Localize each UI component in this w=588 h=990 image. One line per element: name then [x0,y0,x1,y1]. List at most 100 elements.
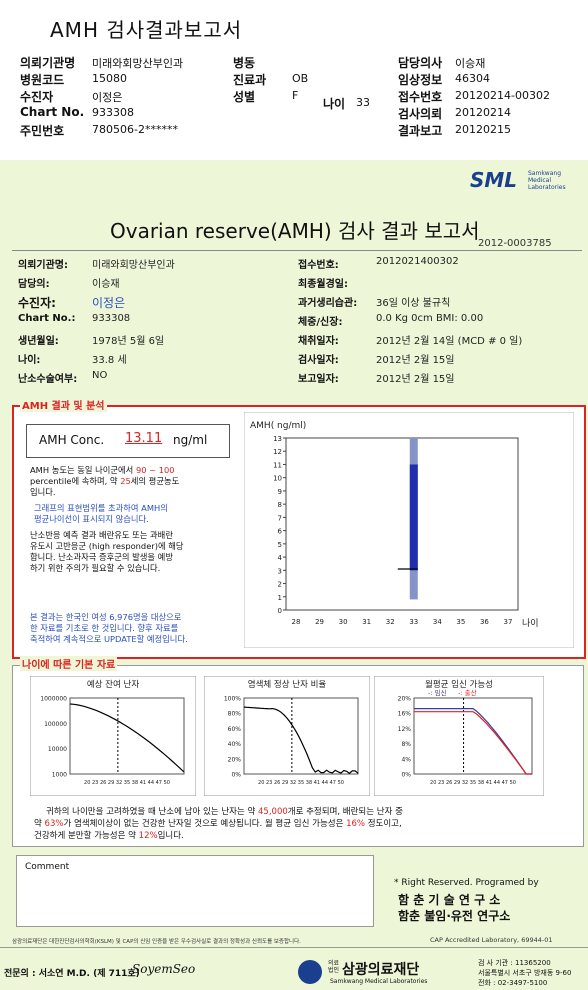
lab-address: 서울특별시 서초구 방재동 9-60 [478,969,572,977]
amh-text-range: 그래프의 표현범위를 초과하여 AMH의 평균나이선이 표시되지 않습니다. [34,503,168,524]
mini-plot [243,697,359,775]
y-tick-label: 6 [278,528,283,536]
cert-text: 삼광의료재단은 대한진단검사의학회(KSLM) 및 CAP의 신임 인증을 받은… [12,939,301,945]
info-value: 0.0 Kg 0cm BMI: 0.00 [376,313,484,324]
info-value: 2012년 2월 15일 [376,374,455,385]
header-value: 미래와회망산부인과 [92,57,184,70]
info-value: 33.8 세 [92,355,127,366]
info-value: 이승재 [92,279,120,290]
y-tick-label: 12 [273,448,282,456]
info-value: 2012년 2월 15일 [376,355,455,366]
y-tick-label: 1 [278,594,282,602]
header-label: Chart No. [20,105,85,119]
x-tick-label: 37 [504,618,513,626]
institute-2: 함춘 불임·유전 연구소 [398,909,511,923]
x-axis-label: 나이 [522,618,539,629]
mini-y-tick: 12% [398,726,412,733]
y-tick-label: 8 [278,501,282,509]
mini-plot [413,697,533,775]
header-label: 의뢰기관명 [20,56,76,70]
mini-plot [69,697,185,775]
header-value: 이정은 [92,91,123,104]
info-label: 검사일자: [298,355,339,366]
header-label: 병원코드 [20,73,65,87]
rights-text: * Right Reserved. Programed by [394,878,539,888]
x-tick-label: 36 [480,618,489,626]
pregnancy-chance-chart: 월평균 임신 가능성 20% 16% 12% 8% 4% 0% 20 23 26 29 32 … [374,676,544,796]
sml-logo: SML Samkwang Medical Laboratories [470,168,566,192]
amh-section-title: AMH 결과 및 분석 [20,397,107,412]
mini-y-tick: 10000 [48,746,67,753]
header-value: 933308 [92,106,134,119]
chart-frame [244,412,574,648]
mini-y-tick: 1000000 [40,696,67,703]
x-tick-label: 30 [339,618,348,626]
header-value: 46304 [455,72,490,85]
page-title: AMH 검사결과보고서 [50,18,243,42]
cap-text: CAP Accredited Laboratory, 69944-01 [430,936,553,944]
comment-box: Comment [16,855,374,927]
x-tick-label: 34 [433,618,442,626]
info-value: 미래와회망산부인과 [92,260,175,271]
mini-title: 예상 잔여 난자 [87,679,140,690]
legend-birth: -: 출산 [458,688,477,697]
mini-y-tick: 4% [401,756,411,763]
info-label: 최종월경일: [298,279,348,290]
mini-y-tick: 80% [228,711,242,718]
header-label: 성별 [233,90,256,104]
doctor-name: 전문의 : 서소연 M.D. (제 711호) [4,969,140,979]
info-label: 체중/신장: [298,317,343,328]
egg-curve [69,703,185,773]
info-value: 933308 [92,313,131,324]
x-tick-label: 28 [292,618,301,626]
amh-text-source: 본 결과는 한국인 여성 6,976명을 대상으로 한 자료를 기초로 한 것입니… [30,612,188,644]
y-tick-label: 10 [273,475,282,483]
chromosome-curve [243,706,359,774]
header-value: OB [292,72,309,85]
info-label: Chart No.: [18,313,76,324]
mini-y-tick: 8% [401,741,411,748]
mini-title: 염색체 정상 난자 비율 [248,679,327,690]
mini-y-tick: 100% [224,696,241,703]
mini-y-tick: 100000 [44,721,67,728]
footer-divider [0,947,588,948]
divider [12,250,582,251]
header-label: 결과보고 [398,124,443,138]
report-number: 2012-0003785 [478,238,552,249]
mini-frame [374,676,544,796]
org-prefix: 의료 법인 [328,960,340,974]
y-tick-label: 7 [278,514,282,522]
header-label: 담당의사 [398,56,443,70]
header-value: 15080 [92,72,127,85]
mini-title: 월평균 임신 가능성 [425,679,493,690]
y-tick-label: 4 [278,554,283,562]
info-value: 36일 이상 불규칙 [376,298,451,309]
report-title: Ovarian reserve(AMH) 검사 결과 보고서 [110,219,480,243]
y-tick-label: 2 [278,581,282,589]
info-value: 2012년 2월 14일 (MCD # 0 일) [376,336,523,347]
age-value: 33 [356,96,370,109]
remaining-eggs-chart: 예상 잔여 난자 1000000 100000 10000 1000 20 23 26 2… [30,676,196,796]
doctor-signature: SoyemSeo [132,962,196,976]
header-value: F [292,89,299,102]
basic-summary: 귀하의 나이만을 고려하였을 때 난소에 남아 있는 난자는 약 45,000개… [34,807,403,841]
org-name: 삼광의료재단 [342,962,420,978]
info-value: 이정은 [92,296,126,310]
header-label: 접수번호 [398,90,443,104]
mini-frame [30,676,196,796]
header-label: 검사의뢰 [398,107,443,121]
info-label: 과거생리습관: [298,298,358,309]
x-tick-label: 33 [409,618,418,626]
info-label: 의뢰기관명: [18,260,68,271]
x-tick-label: 31 [362,618,371,626]
header-value: 20120214 [455,106,511,119]
mini-y-tick: 0% [231,772,241,779]
y-tick-label: 9 [278,488,282,496]
info-label: 나이: [18,355,41,366]
comment-label: Comment [25,862,70,872]
info-value: 2012021400302 [376,256,459,267]
y-tick-label: 0 [278,607,282,615]
mini-x-ticks: 20 23 26 29 32 35 38 41 44 47 50 [430,780,516,786]
info-value: NO [92,370,108,381]
